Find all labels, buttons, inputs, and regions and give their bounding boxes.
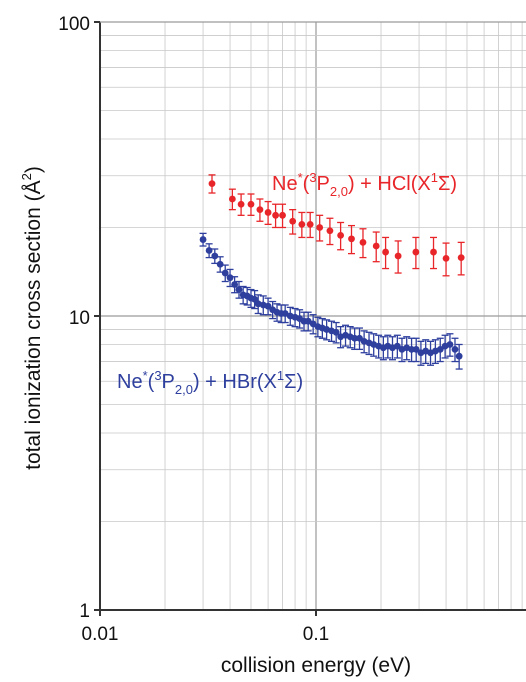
series-hbr [199, 232, 463, 370]
data-point [281, 310, 289, 317]
y-axis-title-exponent: 2 [19, 173, 34, 180]
data-point [231, 281, 239, 288]
data-point [211, 252, 219, 260]
data-point [332, 328, 340, 336]
data-point [457, 254, 465, 261]
data-point [412, 248, 420, 256]
data-point [199, 236, 207, 243]
data-point [316, 224, 324, 231]
y-tick-label: 1 [79, 601, 90, 622]
data-point [237, 200, 245, 208]
y-axis-title: total ionization cross section (Å2) [19, 166, 45, 470]
data-point [337, 231, 345, 239]
data-point [451, 345, 459, 353]
data-point [298, 220, 306, 228]
data-point [326, 227, 334, 235]
data-point [446, 341, 454, 348]
data-point [359, 238, 367, 246]
data-point [247, 200, 255, 208]
data-point [394, 252, 402, 260]
data-point [351, 334, 359, 342]
series-label-hcl: Ne*(3P2,0) + HCl(X1Σ) [272, 170, 457, 199]
data-point [264, 302, 272, 310]
y-axis-title-tail: ) [22, 166, 45, 173]
data-point [272, 211, 279, 219]
data-point [221, 269, 229, 277]
data-point [455, 352, 463, 360]
x-tick-label: 0.1 [303, 624, 329, 645]
x-tick-label: 0.01 [82, 624, 119, 645]
data-point [228, 195, 236, 203]
data-point [254, 300, 262, 308]
series-hcl [208, 174, 465, 277]
data-point [304, 317, 312, 325]
data-point [442, 255, 450, 262]
data-point [205, 247, 213, 254]
data-point [430, 248, 437, 256]
data-point [256, 206, 264, 214]
y-axis-title-main: total ionization cross section (Å [22, 180, 45, 469]
data-point [208, 180, 216, 188]
data-point [226, 274, 234, 282]
axes [94, 21, 526, 616]
data-point [264, 209, 272, 216]
data-point [382, 248, 389, 256]
y-tick-label: 10 [69, 308, 90, 329]
data-point [251, 295, 259, 303]
data-point [235, 286, 243, 293]
data-point [412, 345, 420, 353]
data-point [306, 220, 314, 228]
data-point [289, 217, 297, 225]
data-point [372, 242, 380, 250]
data-point [348, 235, 355, 243]
x-axis-title: collision energy (eV) [221, 654, 411, 677]
data-point [436, 345, 444, 353]
y-tick-label: 100 [58, 14, 90, 35]
data-point [216, 260, 224, 268]
data-point [279, 211, 286, 219]
series-label-hbr: Ne*(3P2,0) + HBr(X1Σ) [117, 368, 303, 397]
